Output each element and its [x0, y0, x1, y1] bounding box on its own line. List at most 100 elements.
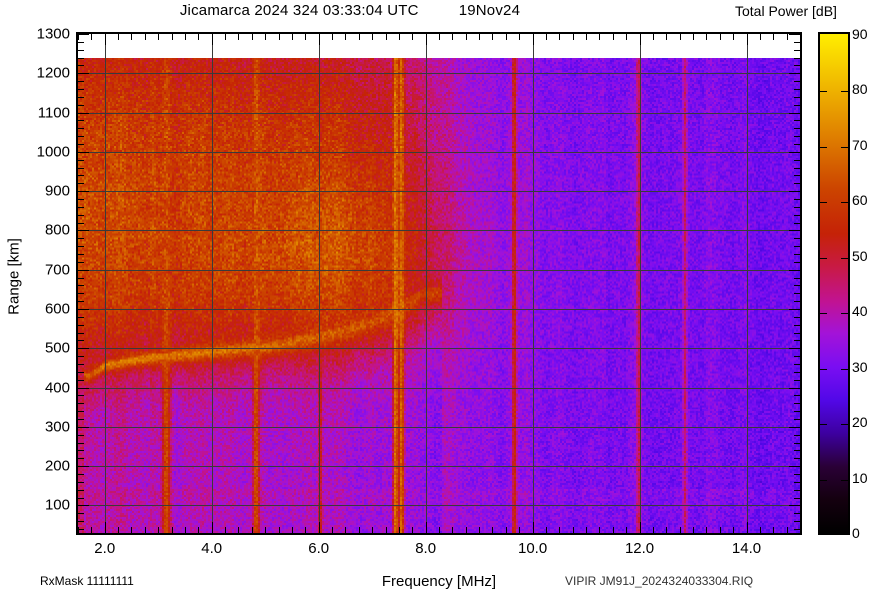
x-major-tick: [532, 522, 534, 533]
colorbar-tick: [820, 368, 827, 370]
x-minor-tick: [171, 527, 173, 533]
y-minor-tick: [78, 356, 84, 358]
y-major-tick: [78, 230, 89, 232]
x-minor-tick: [118, 527, 120, 533]
colorbar-tick: [841, 257, 848, 259]
y-major-tick: [78, 151, 89, 153]
x-minor-tick: [251, 34, 253, 40]
y-minor-tick: [78, 41, 84, 43]
x-minor-tick: [225, 34, 227, 40]
x-minor-tick: [626, 34, 628, 40]
y-minor-tick: [78, 316, 84, 318]
y-minor-tick: [78, 458, 84, 460]
x-major-tick: [104, 34, 106, 45]
x-minor-tick: [345, 34, 347, 40]
x-minor-tick: [184, 34, 186, 40]
y-minor-tick: [794, 214, 800, 216]
x-minor-tick: [385, 34, 387, 40]
colorbar-tick: [820, 91, 827, 93]
y-gridline: [78, 505, 800, 507]
y-minor-tick: [794, 371, 800, 373]
y-minor-tick: [78, 395, 84, 397]
x-minor-tick: [372, 34, 374, 40]
spectrogram-plot[interactable]: [76, 32, 802, 535]
x-minor-tick: [572, 527, 574, 533]
y-major-tick: [78, 309, 89, 311]
colorbar-title: Total Power [dB]: [735, 3, 837, 19]
y-tick-label: 100: [44, 496, 70, 514]
colorbar[interactable]: [818, 32, 850, 535]
colorbar-tick-label: 60: [852, 192, 868, 209]
colorbar-tick: [841, 146, 848, 148]
y-axis-title: Range [km]: [5, 238, 23, 315]
y-minor-tick: [78, 206, 84, 208]
y-minor-tick: [794, 136, 800, 138]
y-minor-tick: [794, 254, 800, 256]
x-minor-tick: [131, 527, 133, 533]
x-minor-tick: [144, 34, 146, 40]
x-major-tick: [211, 522, 213, 533]
y-gridline: [78, 309, 800, 311]
y-major-tick: [789, 191, 800, 193]
title-date: 19Nov24: [458, 2, 521, 19]
y-minor-tick: [78, 450, 84, 452]
x-minor-tick: [800, 527, 801, 533]
x-minor-tick: [786, 34, 788, 40]
x-tick-label: 14.0: [731, 540, 762, 557]
x-gridline: [746, 34, 748, 533]
heatmap-canvas-wrap: [78, 34, 800, 533]
y-minor-tick: [794, 261, 800, 263]
y-minor-tick: [794, 199, 800, 201]
colorbar-tick: [820, 146, 827, 148]
y-minor-tick: [78, 489, 84, 491]
y-gridline: [78, 466, 800, 468]
x-minor-tick: [452, 527, 454, 533]
x-major-tick: [318, 34, 320, 45]
colorbar-tick: [841, 479, 848, 481]
x-tick-label: 2.0: [94, 540, 116, 557]
y-tick-label: 400: [44, 379, 70, 397]
colorbar-tick-label: 70: [852, 136, 868, 153]
x-minor-tick: [706, 34, 708, 40]
x-minor-tick: [265, 527, 267, 533]
x-minor-tick: [251, 527, 253, 533]
x-minor-tick: [171, 34, 173, 40]
x-minor-tick: [452, 34, 454, 40]
y-major-tick: [78, 348, 89, 350]
y-minor-tick: [794, 81, 800, 83]
y-minor-tick: [794, 379, 800, 381]
x-minor-tick: [332, 527, 334, 533]
y-tick-label: 900: [44, 182, 70, 200]
y-minor-tick: [794, 159, 800, 161]
y-major-tick: [789, 230, 800, 232]
x-minor-tick: [439, 34, 440, 40]
x-minor-tick: [398, 34, 400, 40]
y-minor-tick: [794, 57, 800, 59]
y-minor-tick: [794, 277, 800, 279]
y-minor-tick: [78, 199, 84, 201]
y-major-tick: [78, 269, 89, 271]
colorbar-tick-label: 30: [852, 358, 868, 375]
x-minor-tick: [519, 34, 521, 40]
x-minor-tick: [238, 527, 240, 533]
y-tick-label: 700: [44, 261, 70, 279]
x-minor-tick: [505, 34, 507, 40]
x-major-tick: [425, 34, 427, 45]
y-minor-tick: [78, 167, 84, 169]
y-major-tick: [789, 348, 800, 350]
y-minor-tick: [794, 450, 800, 452]
y-minor-tick: [78, 81, 84, 83]
y-minor-tick: [794, 89, 800, 90]
x-minor-tick: [305, 527, 307, 533]
y-minor-tick: [78, 57, 84, 59]
y-minor-tick: [794, 285, 800, 287]
x-major-tick: [746, 522, 748, 533]
y-minor-tick: [78, 293, 84, 295]
colorbar-tick: [841, 313, 848, 315]
colorbar-tick: [841, 368, 848, 370]
x-gridline: [104, 34, 106, 533]
x-minor-tick: [666, 527, 668, 533]
x-minor-tick: [398, 527, 400, 533]
x-minor-tick: [559, 34, 561, 40]
y-minor-tick: [794, 41, 800, 43]
